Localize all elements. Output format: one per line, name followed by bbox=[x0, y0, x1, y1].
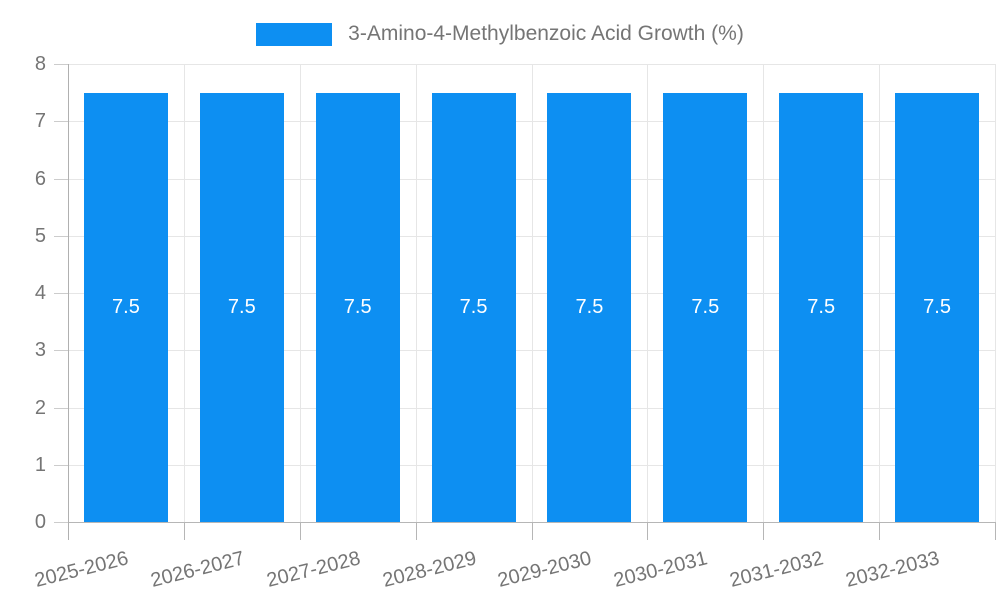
bar-2029-2030[interactable] bbox=[547, 92, 632, 522]
y-axis-label-8: 8 bbox=[34, 53, 46, 75]
gridline-x-5 bbox=[647, 64, 649, 522]
y-axis-label-1: 1 bbox=[34, 453, 46, 476]
y-axis-label-2: 2 bbox=[34, 396, 46, 419]
y-axis-label-4: 4 bbox=[34, 282, 46, 304]
x-tick-3 bbox=[415, 522, 417, 540]
y-tick-6 bbox=[54, 178, 68, 180]
bar-2025-2026[interactable] bbox=[83, 92, 168, 522]
bar-2032-2033[interactable] bbox=[895, 92, 980, 522]
legend-swatch bbox=[256, 22, 333, 46]
bar-2027-2028[interactable] bbox=[315, 92, 400, 522]
bar-2031-2032[interactable] bbox=[779, 92, 864, 522]
gridline-x-1 bbox=[183, 64, 185, 522]
x-tick-7 bbox=[879, 522, 881, 540]
y-axis-line bbox=[68, 64, 69, 540]
y-tick-7 bbox=[54, 121, 68, 123]
y-tick-8 bbox=[54, 64, 68, 65]
x-tick-2 bbox=[299, 522, 301, 540]
legend: 3-Amino-4-Methylbenzoic Acid Growth (%) bbox=[0, 22, 1000, 46]
y-tick-3 bbox=[54, 350, 68, 352]
gridline-x-7 bbox=[879, 64, 881, 522]
y-axis-label-0: 0 bbox=[34, 511, 46, 533]
gridline-x-8 bbox=[995, 64, 996, 522]
x-tick-8 bbox=[995, 522, 996, 540]
y-tick-5 bbox=[54, 235, 68, 237]
gridline-x-2 bbox=[299, 64, 301, 522]
y-axis-label-5: 5 bbox=[34, 224, 46, 247]
legend-label: 3-Amino-4-Methylbenzoic Acid Growth (%) bbox=[348, 22, 744, 45]
y-axis-label-7: 7 bbox=[34, 110, 46, 133]
y-tick-2 bbox=[54, 407, 68, 409]
gridline-x-3 bbox=[415, 64, 417, 522]
x-tick-1 bbox=[183, 522, 185, 540]
gridline-x-6 bbox=[763, 64, 765, 522]
y-tick-1 bbox=[54, 464, 68, 466]
gridline-x-4 bbox=[531, 64, 533, 522]
x-tick-6 bbox=[763, 522, 765, 540]
x-tick-5 bbox=[647, 522, 649, 540]
bar-2030-2031[interactable] bbox=[663, 92, 748, 522]
x-tick-4 bbox=[531, 522, 533, 540]
bar-2028-2029[interactable] bbox=[431, 92, 516, 522]
y-axis-label-6: 6 bbox=[34, 167, 46, 190]
y-tick-4 bbox=[54, 293, 68, 294]
y-tick-0 bbox=[54, 522, 68, 523]
bar-2026-2027[interactable] bbox=[199, 92, 284, 522]
y-axis-label-3: 3 bbox=[34, 339, 46, 362]
